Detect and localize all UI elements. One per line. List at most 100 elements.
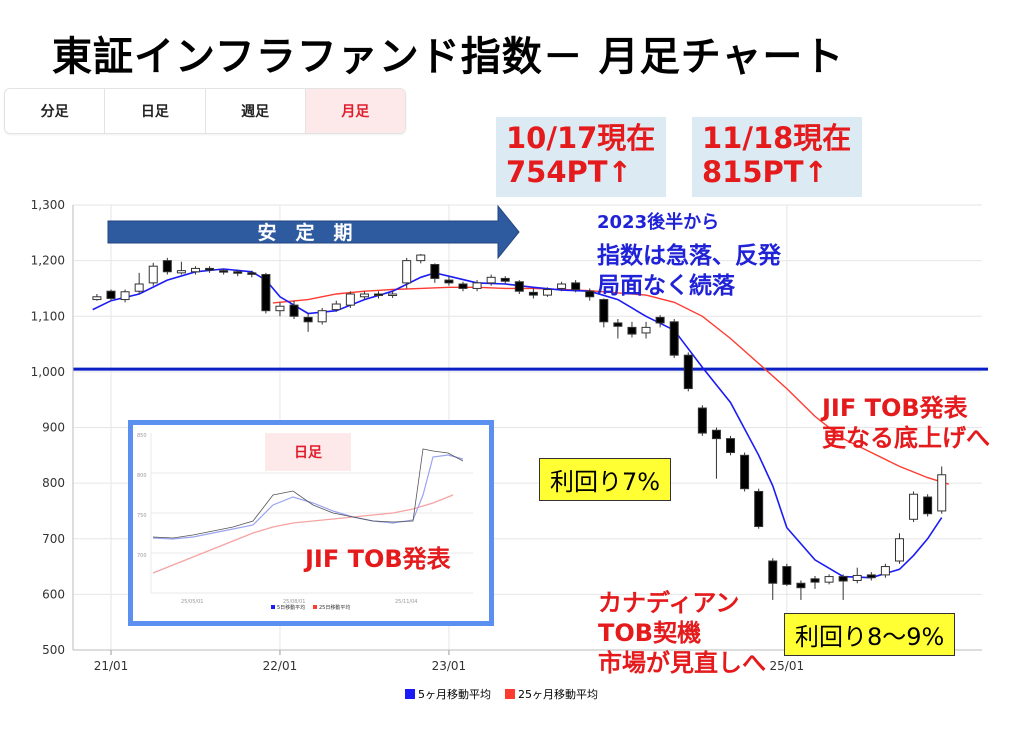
y-tick-label: 700	[42, 532, 65, 546]
candle	[571, 280, 581, 293]
candle	[796, 580, 806, 600]
legend-item-ma5: 5ヶ月移動平均	[405, 686, 491, 702]
info-box-1118: 11/18現在 815PT↑	[692, 117, 862, 197]
candle-body	[740, 454, 750, 490]
y-tick-label: 800	[42, 476, 65, 490]
candle	[599, 298, 609, 328]
candle-body	[416, 254, 426, 262]
candle	[557, 281, 567, 292]
candle	[275, 302, 285, 317]
candle	[585, 288, 595, 301]
daily-chart-inset: 850 800 750 700 25/05/01 25/08/01 25/11/…	[128, 420, 494, 626]
yield-8-9-label: 利回り8～9%	[784, 613, 956, 656]
annotation-decline-line2: 指数は急落、反発	[597, 243, 781, 269]
candle	[120, 289, 130, 303]
candle-body	[106, 290, 116, 299]
candle-body	[374, 293, 384, 296]
legend-item-ma25: 25ヶ月移動平均	[505, 686, 598, 702]
candle	[740, 452, 750, 492]
candle	[317, 307, 327, 325]
candle	[416, 253, 426, 264]
inset-annotation-tob: JIF TOB発表	[305, 545, 451, 573]
candle-body	[331, 303, 341, 311]
inset-chart: 850 800 750 700 25/05/01 25/08/01 25/11/…	[137, 433, 473, 611]
candle-body	[317, 310, 327, 323]
legend-label-ma25: 25ヶ月移動平均	[518, 688, 598, 701]
y-tick-label: 1,200	[31, 254, 65, 268]
tab-minute[interactable]: 分足	[5, 89, 106, 133]
candle-body	[683, 354, 693, 390]
candle	[754, 488, 764, 529]
candle	[909, 491, 919, 523]
candle	[430, 263, 440, 283]
candle-body	[275, 305, 285, 312]
candle	[866, 572, 876, 581]
candle	[923, 494, 933, 517]
candle	[134, 272, 144, 294]
inset-y-tick: 700	[137, 553, 147, 559]
candle	[542, 287, 552, 297]
annotation-decline-line1: 2023後半から	[597, 212, 720, 233]
candle	[303, 313, 313, 332]
tab-monthly[interactable]: 月足	[305, 89, 405, 133]
candle-body	[852, 574, 862, 581]
y-tick-label: 1,100	[31, 309, 65, 323]
candle	[219, 268, 229, 275]
ma25-layer	[272, 286, 950, 485]
candle	[289, 300, 299, 320]
y-tick-label: 500	[42, 643, 65, 657]
candle-body	[937, 474, 947, 512]
candle-body	[247, 272, 257, 275]
candle-body	[866, 574, 876, 579]
candle-body	[796, 582, 806, 589]
candle-body	[782, 566, 792, 585]
inset-x-tick: 25/05/01	[181, 599, 203, 605]
inset-legend-ma25: 25日移動平均	[319, 604, 350, 611]
candle	[937, 466, 947, 514]
inset-y-tick: 850	[137, 433, 147, 439]
y-tick-label: 1,300	[31, 198, 65, 212]
candle	[683, 352, 693, 392]
ma25-line	[272, 286, 950, 485]
inset-ma5-line	[152, 454, 464, 540]
candle	[711, 427, 721, 479]
candle	[880, 563, 890, 578]
candle-body	[514, 281, 524, 292]
tab-weekly[interactable]: 週足	[206, 89, 306, 133]
candle	[852, 567, 862, 584]
candle-layer	[92, 253, 947, 600]
candle	[528, 288, 538, 299]
candle	[190, 266, 200, 275]
candle-body	[345, 293, 355, 306]
candle-body	[92, 296, 102, 301]
inset-legend-swatch-ma5	[271, 605, 275, 609]
candle	[486, 274, 496, 286]
candle-body	[571, 282, 581, 291]
y-tick-label: 900	[42, 421, 65, 435]
candle-body	[402, 260, 412, 284]
x-tick-label: 22/01	[263, 659, 298, 673]
candle-body	[289, 304, 299, 317]
candle-body	[528, 291, 538, 296]
candle-body	[162, 260, 172, 273]
x-tick-label: 21/01	[94, 659, 129, 673]
timeframe-tabs: 分足 日足 週足 月足	[4, 88, 406, 134]
candle	[261, 272, 271, 314]
y-tick-label: 1,000	[31, 365, 65, 379]
candle-body	[585, 290, 595, 298]
tab-daily[interactable]: 日足	[105, 89, 206, 133]
chart-legend: 5ヶ月移動平均 25ヶ月移動平均	[405, 686, 598, 702]
candle	[388, 291, 398, 298]
info-box-1017-date: 10/17現在	[506, 121, 656, 155]
candle	[345, 291, 355, 308]
candle	[697, 405, 707, 436]
candle-body	[697, 407, 707, 434]
candle-body	[120, 291, 130, 301]
candle-body	[444, 279, 454, 284]
candle-body	[613, 322, 623, 327]
candle	[641, 321, 651, 339]
annotation-canadian-line3: 市場が見直しへ	[598, 649, 766, 677]
candle	[92, 294, 102, 301]
page-title: 東証インフラファンド指数－ 月足チャート	[52, 34, 845, 80]
